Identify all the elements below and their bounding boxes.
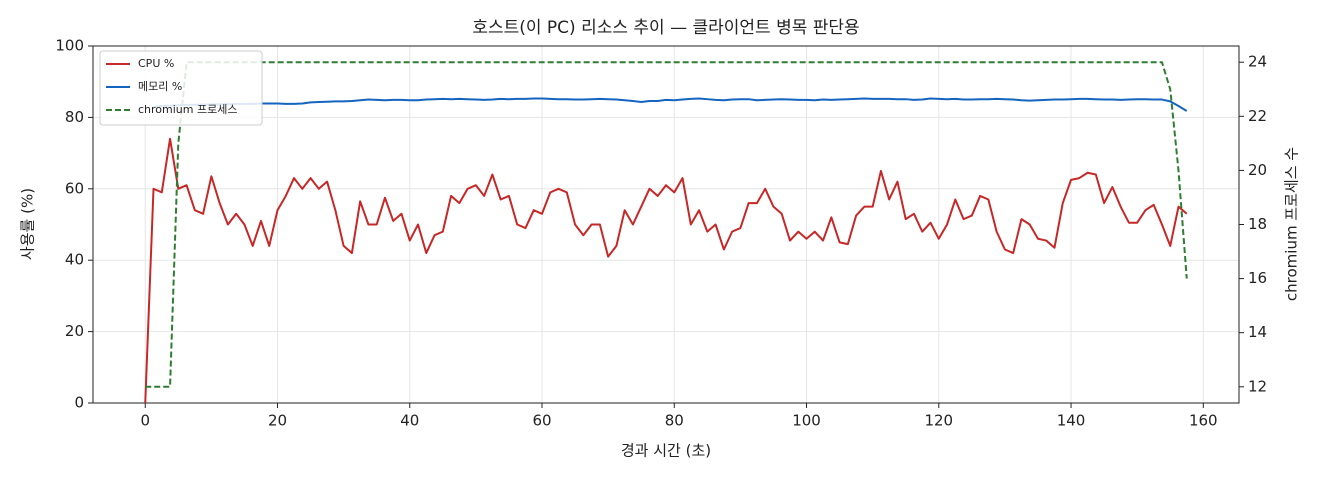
y2-tick-label: 22 — [1248, 107, 1267, 125]
y-tick-label: 0 — [74, 394, 84, 412]
y-tick-label: 100 — [55, 37, 84, 55]
x-tick-label: 0 — [140, 412, 150, 430]
legend: CPU % 메모리 % chromium 프로세스 — [99, 50, 263, 126]
legend-label: CPU % — [138, 57, 174, 70]
y2-tick-label: 20 — [1248, 161, 1267, 179]
x-tick-label: 140 — [1057, 412, 1086, 430]
x-tick-label: 100 — [792, 412, 821, 430]
series-line — [145, 61, 1188, 388]
y-axis-label: 사용률 (%) — [19, 188, 37, 260]
x-tick-label: 80 — [665, 412, 684, 430]
legend-label: 메모리 % — [138, 80, 182, 93]
series-line — [144, 137, 1188, 404]
y-tick-label: 80 — [65, 108, 84, 126]
x-tick-label: 20 — [268, 412, 287, 430]
x-tick-label: 40 — [400, 412, 419, 430]
x-tick-label: 60 — [532, 412, 551, 430]
y2-tick-label: 14 — [1248, 323, 1267, 341]
series-line — [153, 97, 1188, 112]
x-axis-label: 경과 시간 (초) — [621, 442, 711, 460]
x-tick-label: 120 — [924, 412, 953, 430]
y2-axis-label: chromium 프로세스 수 — [1283, 147, 1301, 301]
y2-tick-label: 12 — [1248, 377, 1267, 395]
y-tick-label: 60 — [65, 179, 84, 197]
y-tick-label: 20 — [65, 322, 84, 340]
x-tick-label: 160 — [1189, 412, 1218, 430]
legend-label: chromium 프로세스 — [138, 103, 237, 116]
y2-tick-label: 24 — [1248, 53, 1267, 71]
y2-tick-label: 18 — [1248, 215, 1267, 233]
chart-title: 호스트(이 PC) 리소스 추이 — 클라이언트 병목 판단용 — [472, 18, 859, 38]
legend-box — [99, 50, 263, 126]
y-tick-label: 40 — [65, 251, 84, 269]
plot-frame — [92, 45, 1240, 404]
y2-tick-label: 16 — [1248, 269, 1267, 287]
